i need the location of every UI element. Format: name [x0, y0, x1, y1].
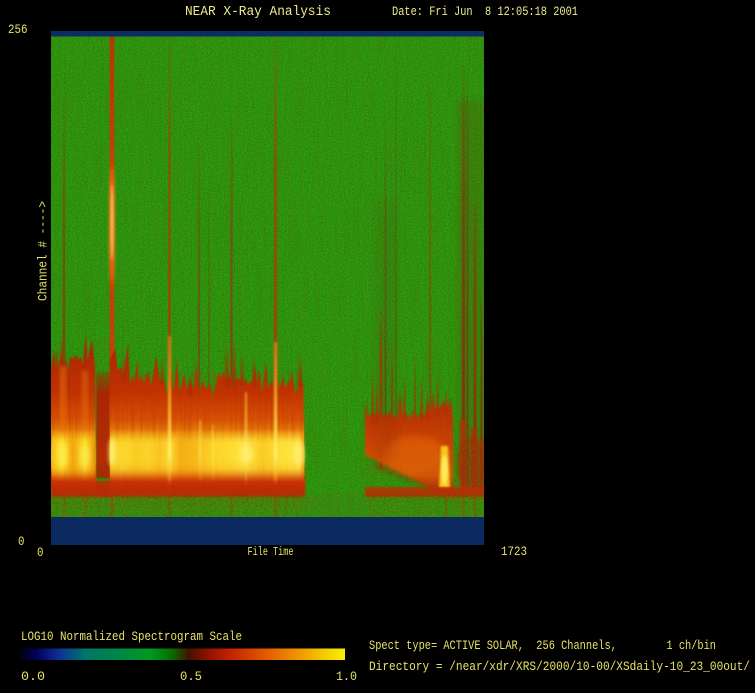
svg-text:1723: 1723	[501, 544, 527, 559]
svg-text:Spect type= ACTIVE SOLAR, 256: Spect type= ACTIVE SOLAR, 256 Channels, …	[369, 638, 716, 653]
svg-text:File Time: File Time	[248, 546, 294, 559]
svg-text:Directory = /near/xdr/XRS/2000: Directory = /near/xdr/XRS/2000/10-00/XSd…	[369, 659, 750, 674]
svg-text:Date: Fri Jun 8 12:05:18 2001: Date: Fri Jun 8 12:05:18 2001	[392, 4, 578, 19]
svg-text:LOG10 Normalized Spectrogram S: LOG10 Normalized Spectrogram Scale	[21, 629, 242, 644]
svg-text:1.0: 1.0	[336, 669, 357, 684]
svg-text:256: 256	[8, 22, 28, 37]
svg-text:0: 0	[18, 534, 25, 549]
svg-text:0.5: 0.5	[180, 669, 202, 684]
svg-text:0: 0	[37, 545, 44, 560]
svg-text:NEAR X-Ray Analysis: NEAR X-Ray Analysis	[185, 5, 331, 20]
svg-text:0.0: 0.0	[21, 669, 45, 684]
svg-text:Channel # ---->: Channel # ---->	[36, 201, 51, 301]
